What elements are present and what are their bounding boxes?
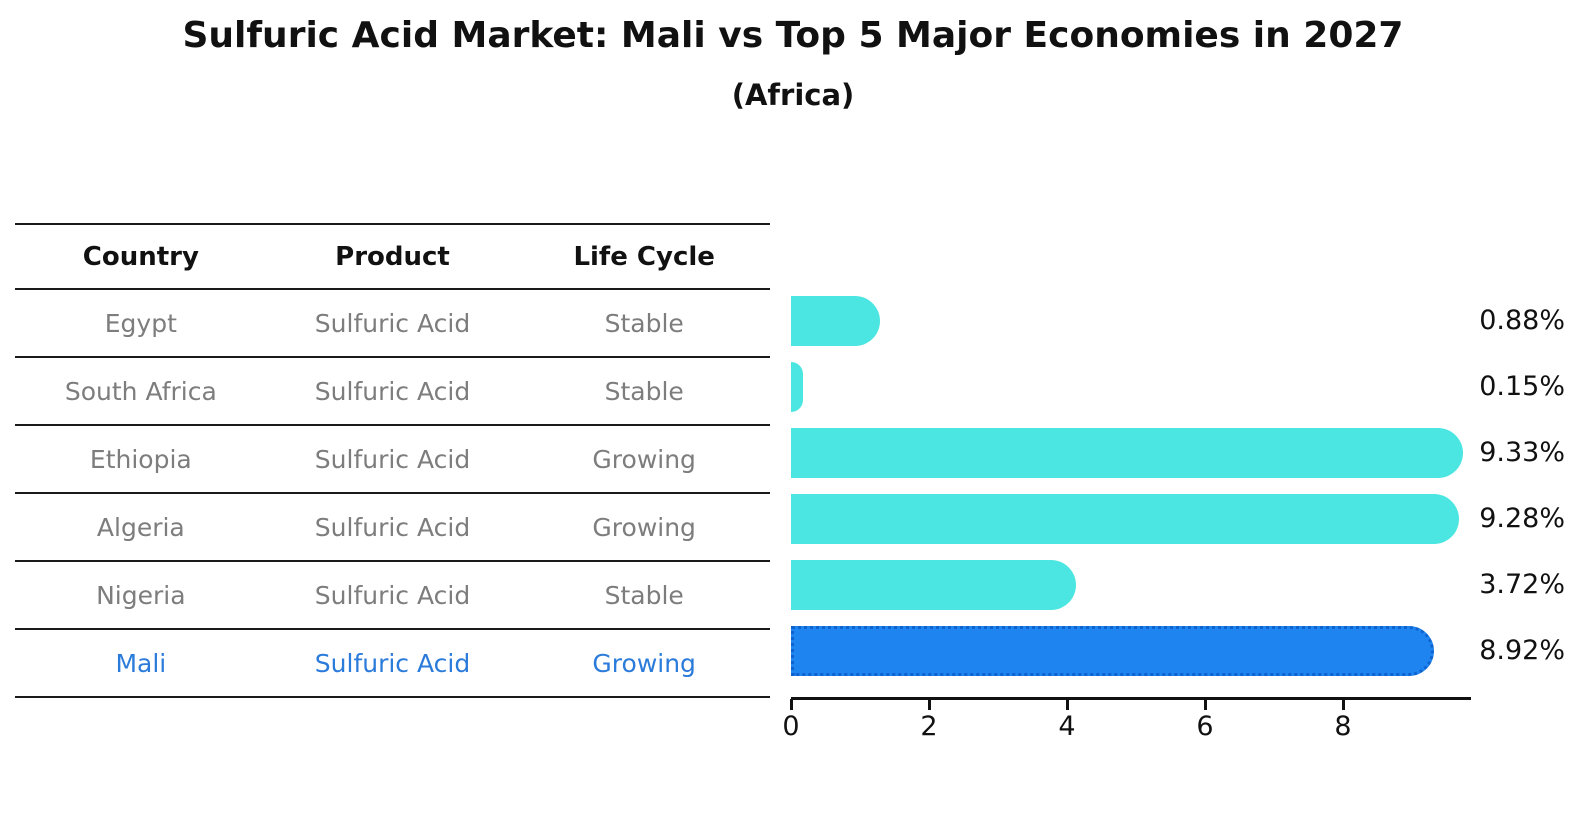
table-row-egypt: Egypt Sulfuric Acid Stable	[15, 288, 770, 356]
table-row-nigeria: Nigeria Sulfuric Acid Stable	[15, 560, 770, 628]
bar-south-africa	[791, 362, 803, 412]
x-axis-tick-label-6: 6	[1196, 711, 1214, 742]
table-cell-country: Mali	[115, 648, 167, 678]
x-axis-tick-label-0: 0	[782, 711, 800, 742]
table-cell-country: Nigeria	[96, 580, 186, 610]
table-cell-country: South Africa	[64, 376, 217, 406]
table-cell-life-cycle: Stable	[604, 580, 684, 610]
table-row-ethiopia: Ethiopia Sulfuric Acid Growing	[15, 424, 770, 492]
bar-egypt	[791, 296, 880, 346]
value-label-nigeria: 3.72%	[1479, 569, 1565, 600]
table-cell-life-cycle: Growing	[592, 512, 696, 542]
x-axis-tick-label-2: 2	[920, 711, 938, 742]
table-row-mali: Mali Sulfuric Acid Growing	[15, 628, 770, 696]
x-axis-tick-2	[928, 699, 931, 710]
chart-title: Sulfuric Acid Market: Mali vs Top 5 Majo…	[182, 15, 1404, 56]
table-cell-life-cycle: Stable	[604, 308, 684, 338]
x-axis-tick-4	[1066, 699, 1069, 710]
value-label-south-africa: 0.15%	[1479, 371, 1565, 402]
table-header-row: Country Product Life Cycle	[15, 223, 770, 288]
x-axis-line	[791, 697, 1471, 700]
table-cell-life-cycle: Growing	[592, 648, 696, 678]
table-cell-life-cycle: Growing	[592, 444, 696, 474]
x-axis-tick-6	[1204, 699, 1207, 710]
table-cell-product: Sulfuric Acid	[314, 444, 471, 474]
x-axis-tick-label-4: 4	[1058, 711, 1076, 742]
chart-subtitle: (Africa)	[731, 78, 855, 112]
bar-ethiopia	[791, 428, 1463, 478]
table-cell-country: Ethiopia	[89, 444, 192, 474]
table-cell-product: Sulfuric Acid	[314, 376, 471, 406]
table-cell-product: Sulfuric Acid	[314, 580, 471, 610]
table-cell-product: Sulfuric Acid	[314, 512, 471, 542]
bar-nigeria	[791, 560, 1076, 610]
value-label-mali: 8.92%	[1479, 635, 1565, 666]
column-header-life-cycle: Life Cycle	[573, 241, 715, 272]
x-axis-tick-label-8: 8	[1334, 711, 1352, 742]
value-label-ethiopia: 9.33%	[1479, 437, 1565, 468]
table-cell-country: Egypt	[104, 308, 177, 338]
bar-mali	[791, 626, 1434, 676]
column-header-country: Country	[82, 241, 199, 272]
x-axis-tick-8	[1342, 699, 1345, 710]
value-label-egypt: 0.88%	[1479, 305, 1565, 336]
table-cell-life-cycle: Stable	[604, 376, 684, 406]
table-row-south-africa: South Africa Sulfuric Acid Stable	[15, 356, 770, 424]
country-table: Country Product Life Cycle Egypt Sulfuric Ac…	[15, 223, 770, 698]
bar-algeria	[791, 494, 1459, 544]
x-axis-tick-0	[790, 699, 793, 710]
value-label-algeria: 9.28%	[1479, 503, 1565, 534]
column-header-product: Product	[335, 241, 450, 272]
table-cell-product: Sulfuric Acid	[314, 648, 471, 678]
table-cell-country: Algeria	[96, 512, 185, 542]
table-cell-product: Sulfuric Acid	[314, 308, 471, 338]
table-row-algeria: Algeria Sulfuric Acid Growing	[15, 492, 770, 560]
